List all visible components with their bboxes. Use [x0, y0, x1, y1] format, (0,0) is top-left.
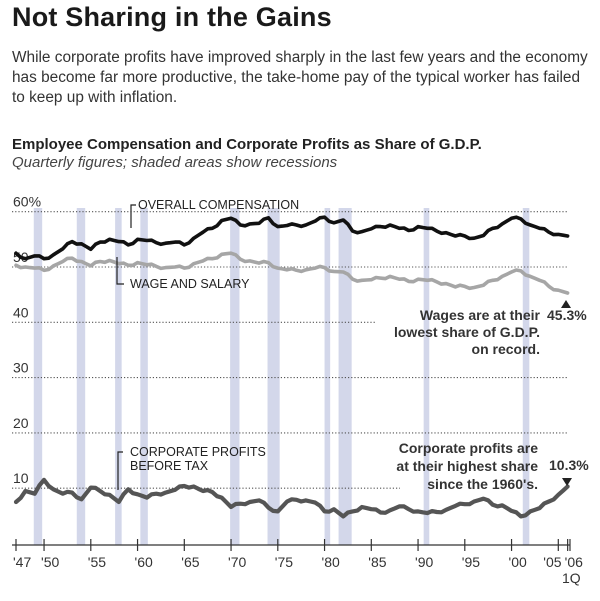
recession-band: [522, 208, 530, 545]
chart-subtitle: Quarterly figures; shaded areas show rec…: [12, 154, 338, 171]
profits-annotation-line-2: at their highest share: [396, 458, 538, 474]
series-wage-and-salary: [14, 251, 570, 295]
recession-band: [33, 208, 43, 545]
wages-annotation-line-2: lowest share of G.D.P.: [394, 324, 540, 340]
recession-bands: [33, 208, 530, 545]
gridlines: [12, 211, 567, 489]
compensation-leader-line: [130, 204, 136, 228]
series-lines: [13, 215, 570, 519]
label-before-tax: BEFORE TAX: [130, 459, 209, 473]
y-tick-label: 60%: [13, 194, 41, 210]
y-tick-label: 10: [13, 470, 29, 486]
down-triangle-marker: [562, 478, 572, 486]
chart-title: Employee Compensation and Corporate Prof…: [12, 136, 482, 153]
recession-band: [267, 208, 280, 545]
profits-annotation-line-1: Corporate profits are: [399, 440, 538, 456]
recession-band: [76, 208, 86, 545]
wage-leader-line: [116, 257, 124, 285]
x-axis: '47 '50 '55 '60 '65 '70 '75 '80 '85 '90 '95 '00 '05 '…: [12, 539, 583, 570]
x-tick-label: '05: [543, 554, 561, 570]
x-tick-label: '75: [275, 554, 293, 570]
recession-band: [230, 208, 240, 545]
x-tick-label: '47: [13, 554, 31, 570]
x-tick-label: '80: [322, 554, 340, 570]
recession-band: [115, 208, 122, 545]
label-corporate-profits: CORPORATE PROFITS: [130, 445, 266, 459]
x-tick-label: '50: [41, 554, 59, 570]
wages-annotation-line-3: on record.: [472, 341, 540, 357]
series-corporate-profits: [13, 477, 570, 519]
series-labels: OVERALL COMPENSATION WAGE AND SALARY COR…: [116, 198, 299, 490]
x-tick-sublabel: 1Q: [562, 570, 581, 586]
wages-value-label: 45.3%: [547, 307, 587, 323]
label-overall-compensation: OVERALL COMPENSATION: [138, 198, 299, 212]
recession-band: [338, 208, 352, 545]
recession-band: [324, 208, 331, 545]
x-tick-label: '90: [415, 554, 433, 570]
recession-band: [423, 208, 430, 545]
series-overall-compensation: [14, 215, 570, 261]
x-tick-label: '65: [181, 554, 199, 570]
wages-annotation-line-1: Wages are at their: [420, 307, 541, 323]
profits-annotation-line-3: since the 1960's.: [427, 476, 538, 492]
recession-band: [140, 208, 148, 545]
x-tick-label: '00: [509, 554, 527, 570]
x-tick-label: '06: [565, 554, 583, 570]
headline: Not Sharing in the Gains: [12, 2, 332, 32]
y-tick-label: 20: [13, 415, 29, 431]
annotations: Wages are at their lowest share of G.D.P…: [394, 300, 589, 492]
x-tick-label: '60: [135, 554, 153, 570]
x-tick-label: '85: [368, 554, 386, 570]
x-tick-label: '70: [228, 554, 246, 570]
y-tick-label: 40: [13, 304, 29, 320]
x-tick-label: '55: [88, 554, 106, 570]
up-triangle-marker: [561, 300, 571, 308]
profits-leader-line: [117, 451, 123, 490]
summary-text: While corporate profits have improved sh…: [12, 49, 588, 106]
y-tick-label: 30: [13, 360, 29, 376]
label-wage-and-salary: WAGE AND SALARY: [130, 277, 250, 291]
x-tick-label: '95: [462, 554, 480, 570]
profits-value-label: 10.3%: [549, 457, 589, 473]
